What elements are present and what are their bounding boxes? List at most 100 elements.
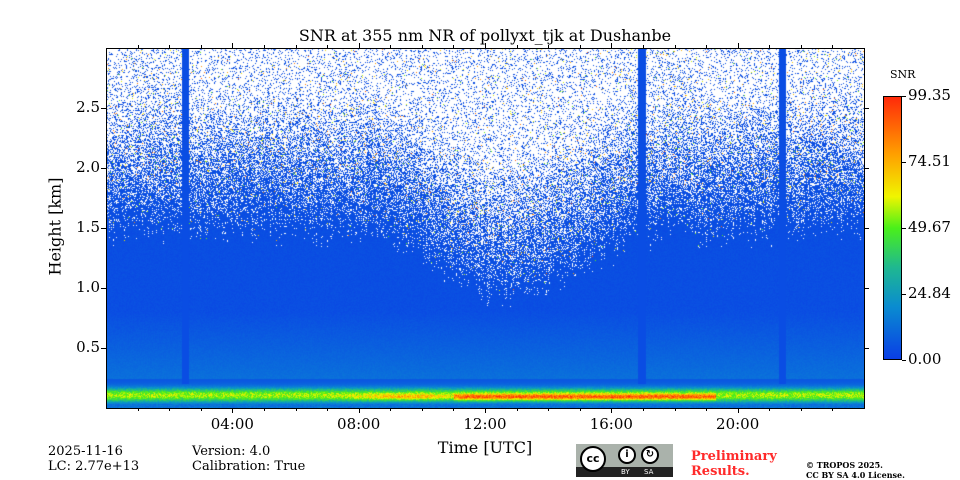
- colorbar-tick: [902, 96, 906, 97]
- x-tick-mark-top: [232, 43, 234, 48]
- x-minor-tick: [579, 408, 581, 411]
- x-minor-tick: [137, 408, 139, 411]
- license-text: CC BY SA 4.0 License.: [806, 470, 905, 480]
- x-minor-tick-top: [453, 45, 455, 48]
- x-minor-tick-top: [800, 45, 802, 48]
- by-text: BY: [621, 468, 630, 476]
- x-minor-tick-top: [421, 45, 423, 48]
- date-text: 2025-11-16: [48, 444, 123, 459]
- x-minor-tick-top: [263, 45, 265, 48]
- y-tick-label: 2.5: [76, 98, 100, 116]
- date-info: 2025-11-16 LC: 2.77e+13: [48, 444, 139, 474]
- y-tick-mark-right: [864, 168, 869, 169]
- y-tick-mark: [101, 108, 106, 109]
- x-minor-tick: [642, 408, 644, 411]
- x-minor-tick-top: [769, 45, 771, 48]
- y-tick-label: 0.5: [76, 338, 100, 356]
- colorbar-tick: [902, 162, 906, 163]
- share-alike-icon: ↻: [641, 446, 659, 464]
- colorbar-tick: [902, 228, 906, 229]
- calibration-text: Calibration: True: [192, 459, 306, 474]
- x-minor-tick: [769, 408, 771, 411]
- colorbar-tick: [902, 360, 906, 361]
- x-tick-mark: [485, 408, 486, 413]
- x-tick-label: 20:00: [716, 415, 760, 433]
- colorbar-tick-label: 49.67: [908, 218, 951, 236]
- x-minor-tick: [674, 408, 676, 411]
- x-tick-label: 12:00: [463, 415, 507, 433]
- x-minor-tick: [263, 408, 265, 411]
- plot-frame: [106, 48, 865, 409]
- x-tick-mark: [232, 408, 234, 413]
- x-minor-tick: [548, 408, 550, 411]
- preliminary-text: Preliminary: [691, 449, 777, 464]
- x-minor-tick: [516, 408, 518, 411]
- x-tick-mark-top: [358, 43, 360, 48]
- x-minor-tick-top: [548, 45, 550, 48]
- lc-text: LC: 2.77e+13: [48, 459, 140, 474]
- colorbar-tick-label: 0.00: [908, 350, 942, 368]
- x-minor-tick: [706, 408, 708, 411]
- snr-heatmap: [106, 48, 864, 408]
- x-minor-tick: [453, 408, 455, 411]
- y-tick-mark: [101, 348, 106, 349]
- y-tick-mark-right: [864, 108, 869, 109]
- x-minor-tick: [200, 408, 202, 411]
- x-tick-mark: [737, 408, 739, 413]
- x-minor-tick-top: [390, 45, 392, 48]
- version-text: Version: 4.0: [192, 444, 271, 459]
- version-info: Version: 4.0 Calibration: True: [192, 444, 305, 474]
- x-minor-tick-top: [137, 45, 139, 48]
- y-tick-label: 2.0: [76, 158, 100, 176]
- colorbar-tick-label: 74.51: [908, 152, 951, 170]
- attribution-icon: i: [618, 446, 636, 464]
- x-tick-mark-top: [611, 43, 613, 48]
- x-minor-tick: [800, 408, 802, 411]
- x-minor-tick-top: [579, 45, 581, 48]
- colorbar-tick: [902, 293, 906, 295]
- x-tick-mark: [611, 408, 613, 413]
- x-minor-tick-top: [295, 45, 297, 48]
- colorbar-tick-label: 24.84: [908, 283, 951, 302]
- colorbar: [883, 96, 902, 360]
- x-minor-tick-top: [169, 45, 171, 48]
- y-tick-mark: [101, 288, 106, 289]
- y-tick-mark: [101, 168, 106, 169]
- x-minor-tick-top: [200, 45, 202, 48]
- cc-icon: cc: [580, 446, 606, 472]
- x-tick-mark-top: [737, 43, 739, 48]
- preliminary-notice: Preliminary Results.: [691, 449, 777, 479]
- results-text: Results.: [691, 464, 750, 479]
- chart-title: SNR at 355 nm NR of pollyxt_tjk at Dusha…: [298, 26, 672, 45]
- y-tick-label: 1.5: [76, 218, 100, 236]
- cc-badge-bar: BY SA: [576, 467, 673, 477]
- sa-text: SA: [644, 468, 654, 476]
- y-tick-mark-right: [864, 288, 869, 289]
- copyright-text: © TROPOS 2025.: [806, 460, 883, 470]
- x-tick-label: 04:00: [210, 415, 254, 433]
- y-tick-label: 1.0: [76, 278, 100, 296]
- x-minor-tick: [390, 408, 392, 411]
- x-minor-tick-top: [832, 45, 834, 48]
- y-tick-mark-right: [864, 348, 869, 349]
- x-minor-tick-top: [516, 45, 518, 48]
- x-minor-tick: [421, 408, 423, 411]
- x-minor-tick-top: [642, 45, 644, 48]
- x-minor-tick-top: [327, 45, 329, 48]
- y-axis-label: Height [km]: [45, 177, 65, 276]
- license-notice: © TROPOS 2025. CC BY SA 4.0 License.: [806, 460, 905, 480]
- x-tick-mark: [358, 408, 360, 413]
- x-axis-label: Time [UTC]: [437, 438, 533, 457]
- colorbar-tick-label: 99.35: [908, 86, 951, 104]
- x-tick-mark-top: [485, 43, 486, 48]
- y-tick-mark: [101, 228, 106, 229]
- x-minor-tick: [327, 408, 329, 411]
- x-minor-tick-top: [674, 45, 676, 48]
- x-minor-tick-top: [706, 45, 708, 48]
- y-tick-mark-right: [864, 228, 869, 229]
- x-minor-tick: [169, 408, 171, 411]
- x-minor-tick: [295, 408, 297, 411]
- x-tick-label: 08:00: [337, 415, 381, 433]
- colorbar-label: SNR: [890, 68, 916, 81]
